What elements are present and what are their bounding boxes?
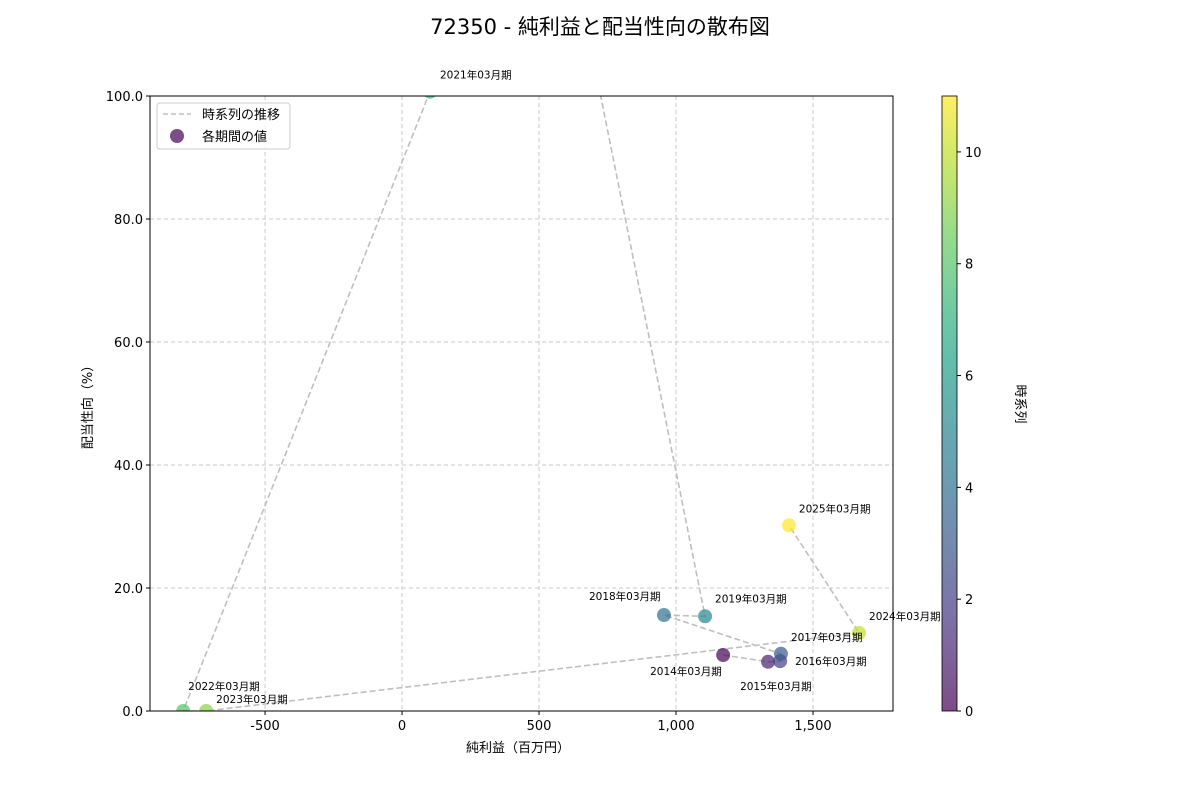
data-point	[852, 625, 867, 640]
plot-area	[176, 96, 867, 711]
colorbar-tick-label: 6	[965, 370, 973, 385]
x-tick-label: -500	[250, 719, 280, 734]
y-tick-label: 0.0	[122, 705, 143, 720]
axis-ticks: -500 0 500 1,000 1,500 0.0 20.0 40.0 60.0 80.0 100…	[106, 90, 832, 734]
point-label: 2018年03月期	[589, 590, 661, 603]
point-label: 2025年03月期	[799, 502, 871, 515]
data-point	[424, 96, 436, 99]
colorbar-gradient	[941, 95, 958, 712]
chart-title: 72350 - 純利益と配当性向の散布図	[430, 15, 770, 39]
data-point	[698, 609, 713, 624]
data-point	[761, 654, 776, 669]
legend-entry-values: 各期間の値	[202, 129, 267, 145]
point-label: 2023年03月期	[216, 693, 288, 706]
point-labels: 2014年03月期 2015年03月期 2016年03月期 2017年03月期 2018…	[188, 69, 941, 706]
data-point	[176, 704, 191, 711]
point-label: 2022年03月期	[188, 680, 260, 693]
colorbar-tick-label: 4	[965, 481, 973, 496]
x-tick-label: 0	[398, 719, 406, 734]
data-point	[199, 704, 214, 711]
colorbar-label: 時系列	[1012, 384, 1027, 423]
x-tick-label: 1,500	[794, 719, 831, 734]
data-point	[716, 648, 731, 663]
y-tick-label: 60.0	[114, 336, 143, 351]
colorbar-tick-label: 2	[965, 593, 973, 608]
x-axis-label: 純利益（百万円）	[466, 741, 570, 756]
legend-marker-swatch	[170, 129, 184, 143]
y-tick-label: 40.0	[114, 459, 143, 474]
point-label: 2019年03月期	[715, 592, 787, 605]
colorbar-tick-label: 8	[965, 258, 973, 273]
y-tick-label: 100.0	[106, 90, 143, 105]
colorbar: 0 2 4 6 8 10 時系列	[941, 95, 1027, 720]
plot-frame	[149, 95, 894, 712]
legend-entry-trend: 時系列の推移	[202, 108, 280, 123]
grid	[150, 95, 893, 712]
point-label: 2016年03月期	[795, 655, 867, 668]
point-label: 2024年03月期	[869, 610, 941, 623]
data-point	[656, 608, 671, 623]
data-point	[781, 518, 796, 533]
x-tick-label: 1,000	[657, 719, 694, 734]
y-axis-label: 配当性向（%）	[80, 359, 96, 449]
x-tick-label: 500	[527, 719, 552, 734]
data-point	[773, 646, 788, 661]
point-label: 2014年03月期	[650, 665, 722, 678]
colorbar-tick-label: 0	[965, 705, 973, 720]
y-tick-label: 80.0	[114, 213, 143, 228]
legend: 時系列の推移 各期間の値	[156, 102, 291, 150]
point-label: 2021年03月期	[440, 69, 512, 82]
colorbar-tick-label: 10	[965, 146, 982, 161]
point-label: 2017年03月期	[791, 631, 863, 644]
y-tick-label: 20.0	[114, 582, 143, 597]
point-label: 2015年03月期	[740, 680, 812, 693]
